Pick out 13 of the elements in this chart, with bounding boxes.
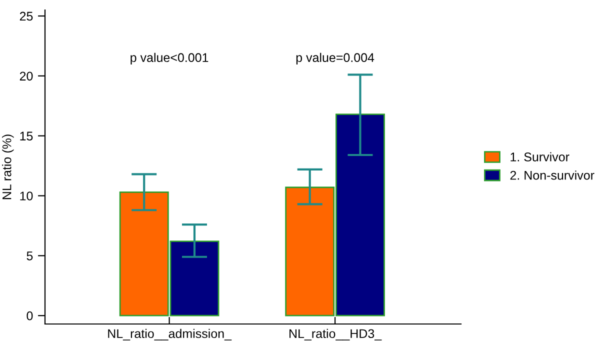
y-axis-title: NL ratio (%) <box>2 134 14 200</box>
x-tick-label: NL_ratio__admission_ <box>108 328 232 340</box>
x-tick-label: NL_ratio__HD3_ <box>290 328 382 340</box>
y-tick-label: 0 <box>26 311 33 320</box>
legend-label: 1. Survivor <box>510 152 570 162</box>
y-tick-label: 25 <box>20 12 33 21</box>
annotation: p value<0.001 <box>130 52 208 64</box>
y-tick-label: 20 <box>20 72 33 81</box>
y-tick-label: 5 <box>26 252 33 260</box>
legend-label: 2. Non-survivor <box>510 170 594 180</box>
y-tick-label: 10 <box>20 192 33 200</box>
annotation: p value=0.004 <box>296 52 374 64</box>
y-tick-label: 15 <box>20 132 33 140</box>
